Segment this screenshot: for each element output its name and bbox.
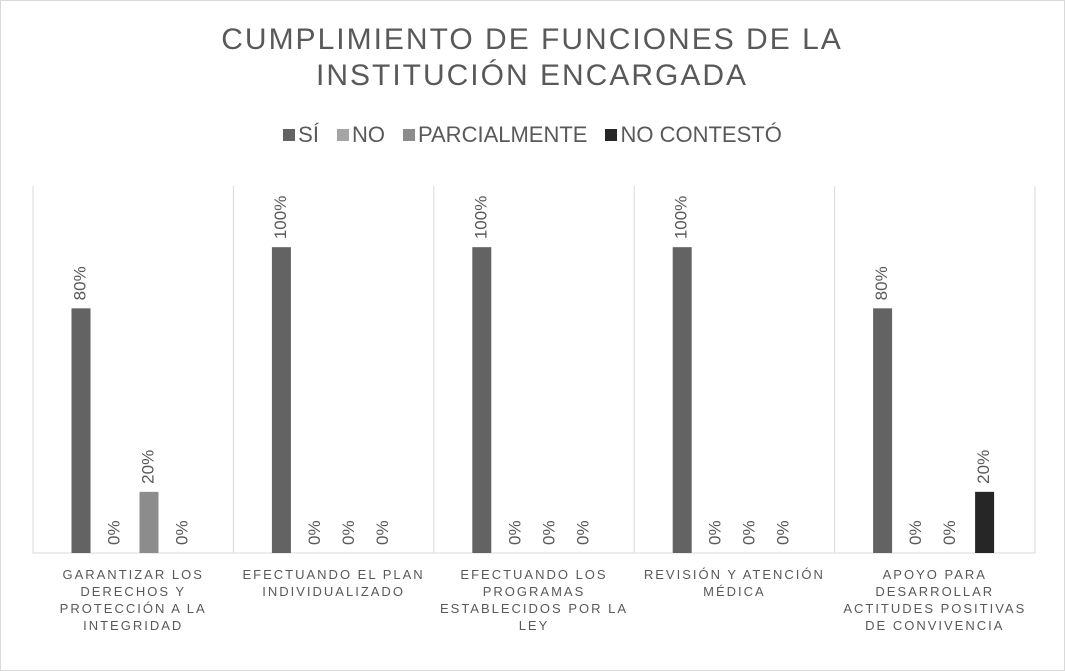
data-label: 0% [706,520,725,545]
legend-label: NO [351,122,385,147]
data-label: 0% [305,520,324,545]
data-label: 0% [573,520,592,545]
x-tick-label: EFECTUANDO EL PLAN INDIVIDUALIZADO [242,567,425,599]
data-label: 100% [672,196,691,239]
legend: SÍ NO PARCIALMENTE NO CONTESTÓ [0,122,1065,148]
data-label: 0% [906,520,925,545]
data-label: 0% [740,520,759,545]
data-label: 0% [940,520,959,545]
bar [139,491,159,553]
legend-item: SÍ [283,122,319,148]
data-label: 80% [872,266,891,300]
data-label: 0% [505,520,524,545]
data-label: 20% [138,450,157,484]
data-label: 20% [974,450,993,484]
data-label: 80% [70,266,89,300]
bar [271,247,291,553]
data-label: 0% [373,520,392,545]
data-label: 0% [172,520,191,545]
legend-swatch [336,129,349,141]
bar [873,308,893,553]
legend-swatch [402,129,415,141]
bar [975,491,995,553]
legend-label: NO CONTESTÓ [620,122,782,147]
legend-item: NO CONTESTÓ [605,122,782,148]
data-label: 0% [539,520,558,545]
bar [472,247,492,553]
x-tick-label: GARANTIZAR LOS DERECHOS Y PROTECCIÓN A L… [59,567,207,633]
legend-item: PARCIALMENTE [402,122,588,148]
data-label: 0% [774,520,793,545]
legend-label: SÍ [298,122,319,147]
data-label: 0% [339,520,358,545]
legend-swatch [605,129,618,141]
x-tick-label: APOYO PARA DESARROLLAR ACTITUDES POSITIV… [843,567,1027,633]
data-label: 100% [471,196,490,239]
bar [71,308,91,553]
legend-label: PARCIALMENTE [417,122,588,147]
legend-item: NO [336,122,385,148]
x-tick-label: EFECTUANDO LOS PROGRAMAS ESTABLECIDOS PO… [439,567,629,633]
data-label: 0% [104,520,123,545]
bar [672,247,692,553]
x-tick-label: REVISIÓN Y ATENCIÓN MÉDICA [643,567,825,599]
legend-swatch [283,129,296,141]
data-label: 100% [271,196,290,239]
chart-title: CUMPLIMIENTO DE FUNCIONES DE LA INSTITUC… [221,23,843,92]
